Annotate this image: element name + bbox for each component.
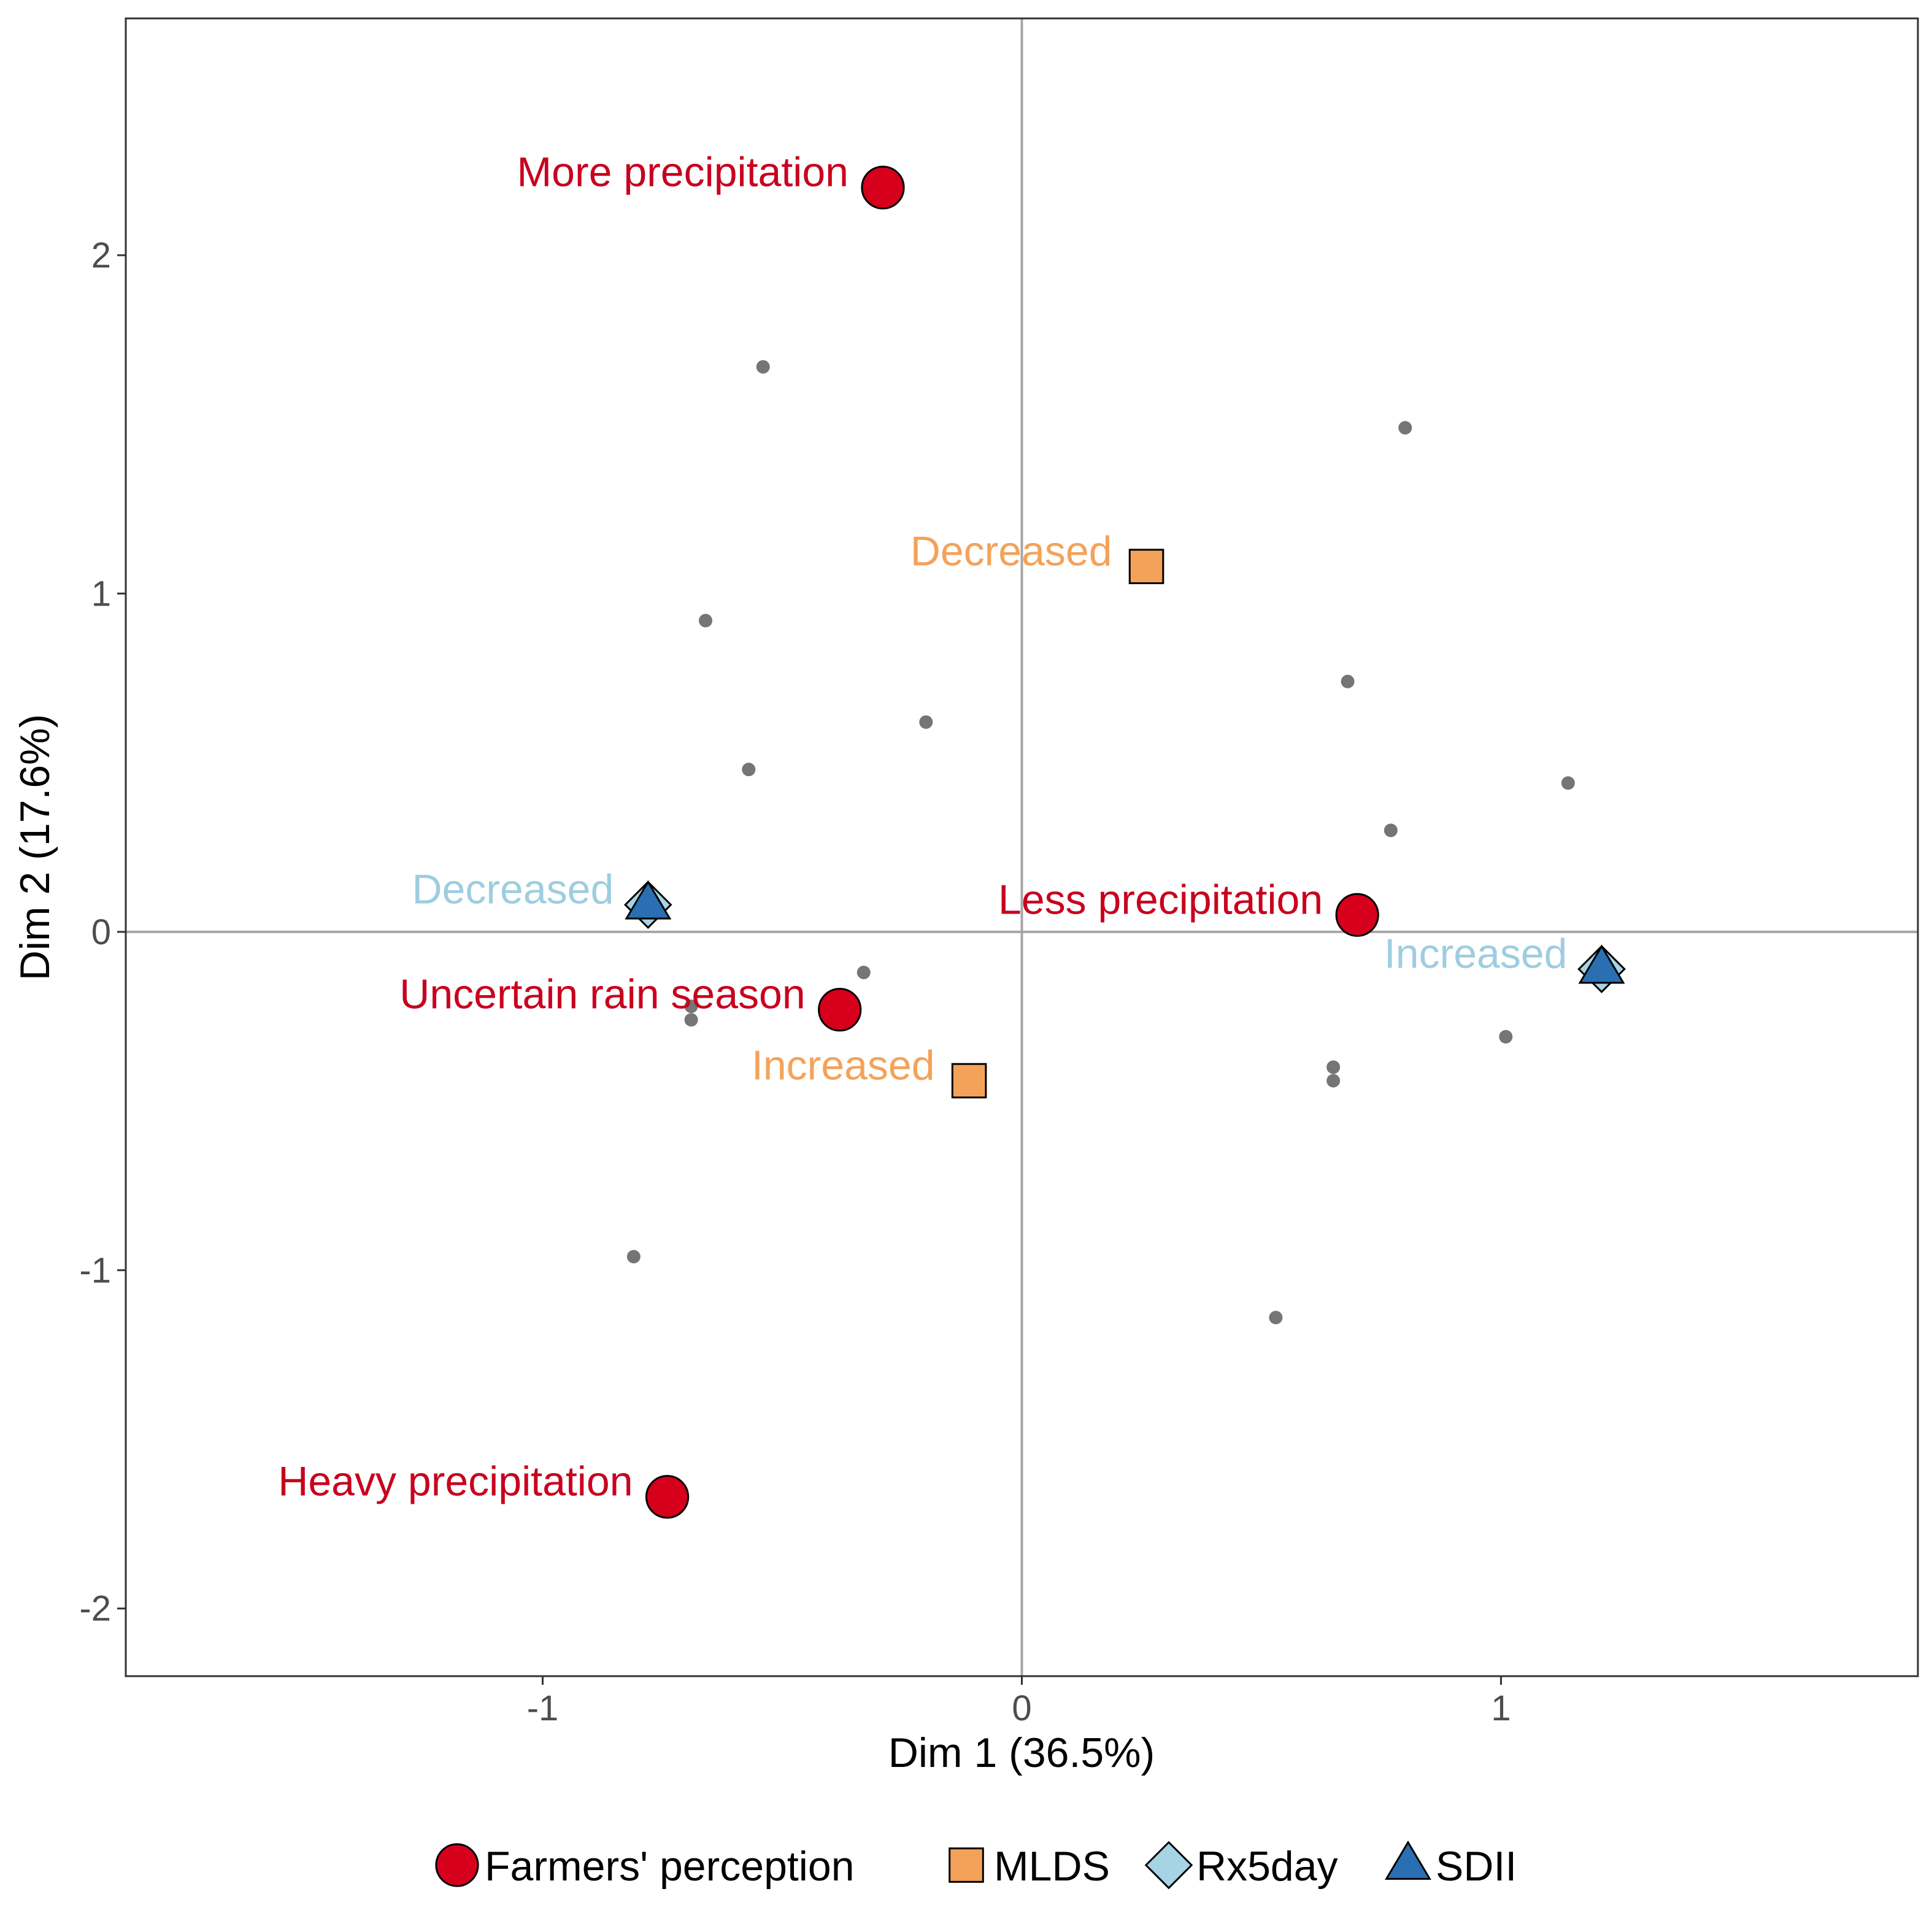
- y-axis: -2 -1 0 1 2: [79, 236, 126, 1629]
- individual-point: [1561, 776, 1575, 790]
- individual-point: [684, 999, 698, 1014]
- legend-key: [949, 1847, 984, 1883]
- y-tick-label: -1: [79, 1250, 111, 1290]
- individual-point: [626, 1250, 641, 1264]
- individual-points: [626, 360, 1575, 1325]
- category-point-label: Decreased: [412, 866, 614, 913]
- legend-item: Farmers' perception: [435, 1843, 855, 1890]
- y-tick-label: 1: [91, 574, 111, 614]
- category-point-label: Increased: [1384, 931, 1568, 977]
- category-point: [625, 880, 672, 920]
- legend-label: MLDS: [994, 1843, 1110, 1890]
- individual-point: [1326, 1060, 1341, 1074]
- individual-point: [742, 763, 756, 777]
- x-tick-label: 1: [1491, 1688, 1511, 1728]
- category-point-label: Increased: [752, 1042, 935, 1088]
- individual-point: [1384, 823, 1398, 837]
- legend-key: [1144, 1841, 1193, 1890]
- y-tick-label: 2: [91, 236, 111, 275]
- individual-point: [756, 360, 770, 374]
- legend-item: SDII: [1385, 1840, 1517, 1890]
- category-point-label: Heavy precipitation: [278, 1458, 633, 1505]
- category-point: [1578, 944, 1625, 984]
- category-point: [645, 1475, 690, 1519]
- y-tick-label: 0: [91, 912, 111, 952]
- legend-label: Rx5day: [1196, 1843, 1338, 1890]
- individual-point: [919, 715, 933, 729]
- y-axis-title: Dim 2 (17.6%): [12, 714, 58, 981]
- individual-point: [1269, 1310, 1283, 1325]
- category-point: [951, 1063, 987, 1099]
- legend-label: SDII: [1436, 1843, 1517, 1890]
- category-point: [818, 988, 862, 1032]
- category-point: [1335, 893, 1379, 937]
- legend-label: Farmers' perception: [485, 1843, 855, 1890]
- legend: Farmers' perception MLDS Rx5day SDII: [435, 1840, 1517, 1890]
- individual-point: [1499, 1030, 1513, 1044]
- legend-item: Rx5day: [1144, 1841, 1338, 1890]
- category-point-label: Less precipitation: [998, 876, 1323, 923]
- category-points: [623, 166, 1626, 1519]
- category-point-label: More precipitation: [517, 149, 849, 196]
- legend-key: [435, 1843, 479, 1887]
- individual-point: [1326, 1074, 1341, 1088]
- x-axis: -1 0 1: [527, 1676, 1511, 1728]
- x-tick-label: -1: [527, 1688, 559, 1728]
- category-labels: More precipitation Less precipitation Unce…: [278, 149, 1567, 1505]
- individual-point: [1398, 421, 1412, 435]
- y-tick-label: -2: [79, 1589, 111, 1629]
- x-tick-label: 0: [1012, 1688, 1031, 1728]
- individual-point: [856, 966, 871, 980]
- individual-point: [1341, 674, 1355, 688]
- reference-lines: [126, 18, 1918, 1676]
- legend-item: MLDS: [949, 1843, 1110, 1890]
- category-point: [1128, 548, 1164, 585]
- individual-point: [684, 1013, 698, 1027]
- x-axis-title: Dim 1 (36.5%): [888, 1730, 1155, 1776]
- legend-key: [1385, 1840, 1431, 1880]
- category-point: [861, 166, 905, 210]
- category-point-label: Uncertain rain season: [399, 971, 805, 1018]
- category-point-label: Decreased: [910, 528, 1112, 574]
- individual-point: [699, 614, 713, 628]
